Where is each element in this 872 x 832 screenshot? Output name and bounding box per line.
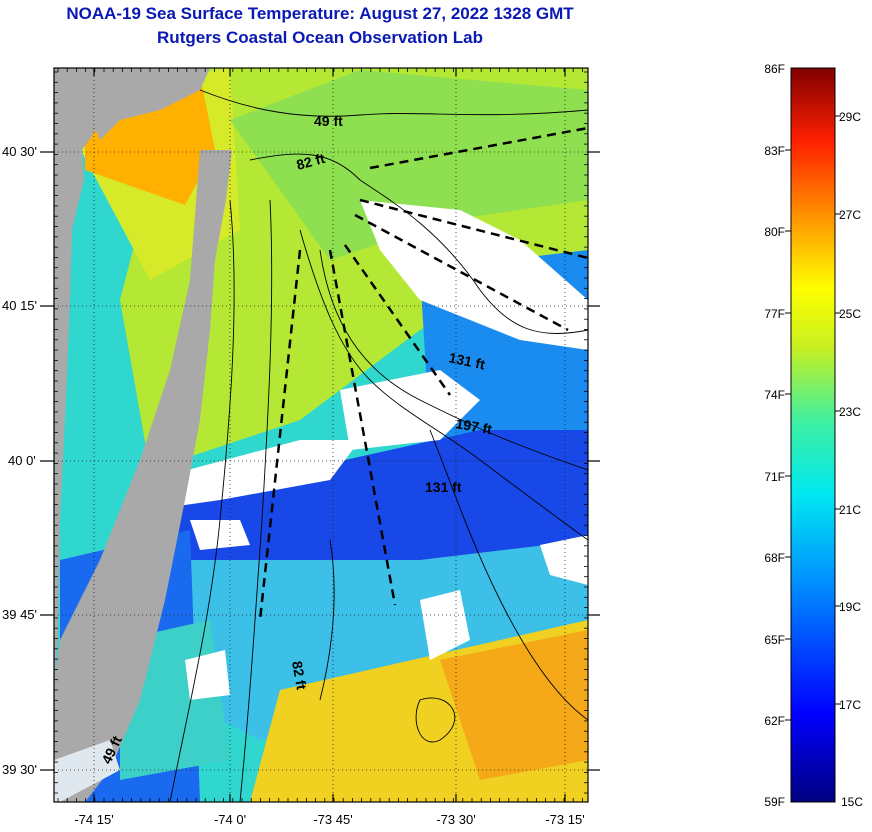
colorbar-f-label: 83F — [764, 144, 785, 158]
chart-title: NOAA-19 Sea Surface Temperature: August … — [66, 4, 574, 23]
lon-tick-label: -74 15' — [74, 812, 113, 827]
transect-lines — [258, 126, 588, 621]
depth-label: 197 ft — [454, 415, 493, 437]
latitude-labels: 40 30' 40 15' 40 0' 39 45' 39 30' — [2, 144, 37, 777]
warm-bay-water — [85, 75, 215, 205]
depth-contours — [169, 89, 588, 802]
depth-label: 131 ft — [425, 479, 462, 495]
colorbar-c-label: 27C — [839, 208, 861, 222]
warmest-water-southeast — [440, 630, 588, 780]
longitude-labels: -74 15' -74 0' -73 45' -73 30' -73 15' — [74, 812, 584, 827]
colorbar-f-label: 80F — [764, 225, 785, 239]
colorbar-c-label: 25C — [839, 307, 861, 321]
lat-tick-label: 40 0' — [8, 453, 36, 468]
land-barrier-coast — [54, 150, 232, 802]
depth-label: 131 ft — [447, 349, 486, 372]
colorbar-c-label: 15C — [841, 795, 863, 809]
mid-water — [230, 70, 588, 260]
colorbar-c-label: 23C — [839, 405, 861, 419]
lon-tick-label: -73 45' — [313, 812, 352, 827]
graticule — [54, 68, 588, 802]
colorbar-f-label: 86F — [764, 62, 785, 76]
colorbar-c-label: 17C — [839, 698, 861, 712]
colorbar-f-label: 62F — [764, 714, 785, 728]
colorbar-f-label: 77F — [764, 307, 785, 321]
cold-upwelling-band — [140, 430, 588, 570]
colorbar-c-label: 21C — [839, 503, 861, 517]
bay-water-south — [54, 740, 120, 802]
colorbar-f-label: 74F — [764, 388, 785, 402]
chart-subtitle: Rutgers Coastal Ocean Observation Lab — [157, 28, 483, 47]
lat-tick-label: 39 30' — [2, 762, 37, 777]
depth-label: 49 ft — [314, 113, 343, 129]
depth-label: 82 ft — [295, 150, 327, 173]
lat-tick-label: 40 15' — [2, 298, 37, 313]
land-new-jersey — [54, 68, 96, 680]
colorbar-f-label: 65F — [764, 633, 785, 647]
land-raritan-shore — [54, 68, 210, 140]
colorbar — [790, 67, 836, 803]
depth-labels: 49 ft 82 ft 131 ft 197 ft 131 ft 82 ft 4… — [98, 113, 493, 766]
colorbar-f-labels: 86F 83F 80F 77F 74F 71F 68F 65F 62F 59F — [764, 62, 785, 809]
lon-tick-label: -74 0' — [214, 812, 246, 827]
depth-label: 82 ft — [289, 660, 310, 691]
lon-tick-label: -73 30' — [436, 812, 475, 827]
major-ticks — [40, 68, 600, 802]
lon-tick-label: -73 15' — [545, 812, 584, 827]
lat-tick-label: 40 30' — [2, 144, 37, 159]
cloud-mask — [150, 200, 588, 700]
colorbar-f-label: 68F — [764, 551, 785, 565]
colorbar-ticks — [785, 115, 841, 721]
colorbar-c-label: 19C — [839, 600, 861, 614]
colorbar-f-label: 59F — [764, 795, 785, 809]
sst-map: 49 ft 82 ft 131 ft 197 ft 131 ft 82 ft 4… — [54, 68, 588, 802]
frame-ticks — [54, 68, 588, 802]
map-frame — [53, 67, 589, 803]
colorbar-c-label: 29C — [839, 110, 861, 124]
colorbar-f-label: 71F — [764, 470, 785, 484]
colorbar-c-labels: 29C 27C 25C 23C 21C 19C 17C 15C — [839, 110, 863, 809]
lat-tick-label: 39 45' — [2, 607, 37, 622]
